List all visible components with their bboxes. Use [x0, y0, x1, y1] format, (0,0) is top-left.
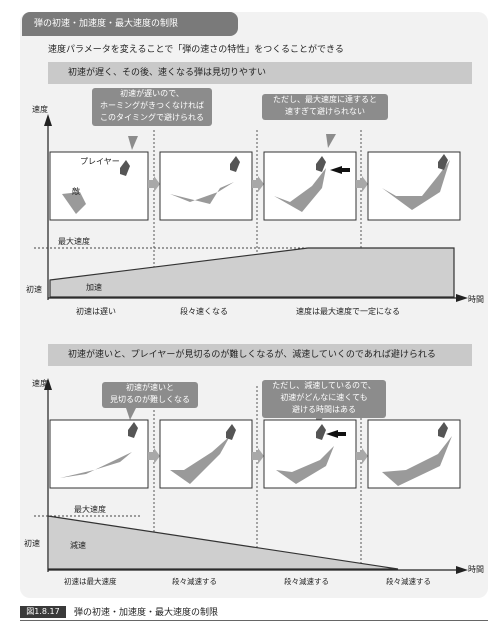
section2-phase-2: 段々減速する — [172, 577, 217, 586]
section2-phase-3: 段々減速する — [284, 577, 329, 586]
section1-area-label: 加速 — [86, 283, 102, 292]
section2-x-axis-label: 時間 — [468, 565, 484, 574]
section2-callout-right: ただし、減速しているので、 初速がどんなに速くても 避ける時間はある — [262, 380, 386, 418]
speed-area — [49, 247, 455, 298]
arrow-next-1 — [148, 176, 160, 192]
section1-max-speed-label: 最大速度 — [58, 237, 90, 246]
figure-number: 図1.8.17 — [20, 606, 66, 618]
section1-phase-3: 速度は最大速度で一定になる — [296, 307, 400, 316]
section1-phase-1: 初速は遅い — [76, 307, 116, 316]
callout-pointer-right — [326, 134, 336, 148]
scene-frame-4 — [367, 419, 461, 489]
arrow-next-2 — [252, 448, 264, 464]
section2-area-label: 減速 — [70, 541, 86, 550]
section1-phase-2: 段々速くなる — [180, 307, 228, 316]
scene-frame-3 — [263, 419, 357, 489]
arrow-next-2 — [252, 176, 264, 192]
section1-callout-right: ただし、最大速度に達すると 速すぎて避けられない — [262, 94, 388, 120]
section2-phase-1: 初速は最大速度 — [64, 577, 117, 586]
scene-frame-3 — [263, 151, 357, 221]
figure-caption: 弾の初速・加速度・最大速度の制限 — [74, 608, 219, 618]
scene-frame-2 — [159, 419, 253, 489]
scene-frame-1 — [49, 419, 149, 489]
callout-pointer-left — [126, 408, 136, 420]
section2-y-axis-label: 速度 — [32, 379, 48, 388]
intro-text: 速度パラメータを変えることで「弾の速さの特性」をつくることができる — [48, 45, 344, 55]
enemy-label: 敵 — [72, 187, 80, 196]
caption-rule — [20, 620, 488, 621]
section1-y-axis-label: 速度 — [32, 105, 48, 114]
figure-title-tab: 弾の初速・加速度・最大速度の制限 — [22, 12, 238, 36]
speed-area — [47, 515, 399, 570]
section2-callout-left: 初速が速いと 見切るのが難しくなる — [102, 382, 198, 408]
player-label: プレイヤー — [80, 157, 120, 166]
section2-heading: 初速が速いと、プレイヤーが見切るのが難しくなるが、減速していくのであれば避けられ… — [48, 344, 472, 366]
section1-diagram — [34, 114, 468, 302]
section2-phase-4: 段々減速する — [386, 577, 431, 586]
scene-frame-4 — [367, 151, 461, 221]
arrow-next-1 — [148, 448, 160, 464]
section1-initial-speed-label: 初速 — [26, 285, 42, 294]
scene-frame-1 — [49, 151, 149, 221]
callout-pointer-left — [128, 136, 138, 150]
section1-heading: 初速が遅く、その後、速くなる弾は見切りやすい — [48, 62, 472, 84]
section1-x-axis-label: 時間 — [468, 295, 484, 304]
section2-diagram — [34, 378, 468, 574]
section2-initial-speed-label: 初速 — [24, 539, 40, 548]
section2-max-speed-label: 最大速度 — [74, 505, 106, 514]
arrow-next-3 — [356, 176, 368, 192]
section1-callout-left: 初速が遅いので、 ホーミングがきつくなければ このタイミングで避けられる — [92, 88, 212, 126]
arrow-next-3 — [356, 448, 368, 464]
scene-frame-2 — [159, 151, 253, 221]
